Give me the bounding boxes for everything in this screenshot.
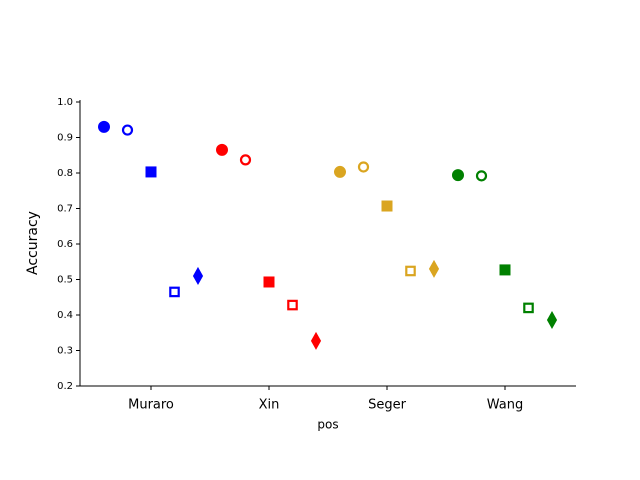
point — [357, 161, 370, 173]
y-tick-label: 1.0 — [57, 97, 73, 108]
y-tick-label: 0.5 — [57, 275, 73, 286]
x-axis-label: pos — [317, 418, 338, 432]
point — [263, 276, 275, 288]
point — [546, 310, 558, 329]
point — [169, 286, 180, 298]
x-tick-label: Wang — [487, 398, 523, 413]
point — [475, 170, 488, 182]
y-tick-label: 0.8 — [57, 168, 73, 179]
point — [98, 120, 110, 133]
point — [145, 166, 157, 178]
point — [192, 266, 204, 285]
point — [334, 165, 346, 178]
y-tick-label: 0.2 — [57, 381, 73, 392]
point — [239, 154, 252, 166]
y-axis-label: Accuracy — [25, 211, 41, 275]
y-tick-label: 0.6 — [57, 239, 73, 250]
y-tick-label: 0.3 — [57, 346, 73, 357]
point — [523, 302, 534, 314]
x-tick-label: Seger — [368, 398, 407, 413]
point — [381, 200, 393, 212]
y-tick-label: 0.7 — [57, 204, 73, 215]
x-tick-label: Xin — [259, 398, 280, 413]
point — [121, 124, 134, 136]
point — [499, 264, 511, 276]
y-tick-label: 0.9 — [57, 133, 73, 144]
point — [310, 331, 322, 350]
point — [452, 169, 464, 182]
x-tick-label: Muraro — [128, 398, 174, 413]
point — [216, 143, 228, 156]
y-tick-label: 0.4 — [57, 310, 73, 321]
point — [405, 265, 416, 277]
point — [428, 259, 440, 278]
point — [287, 299, 298, 311]
